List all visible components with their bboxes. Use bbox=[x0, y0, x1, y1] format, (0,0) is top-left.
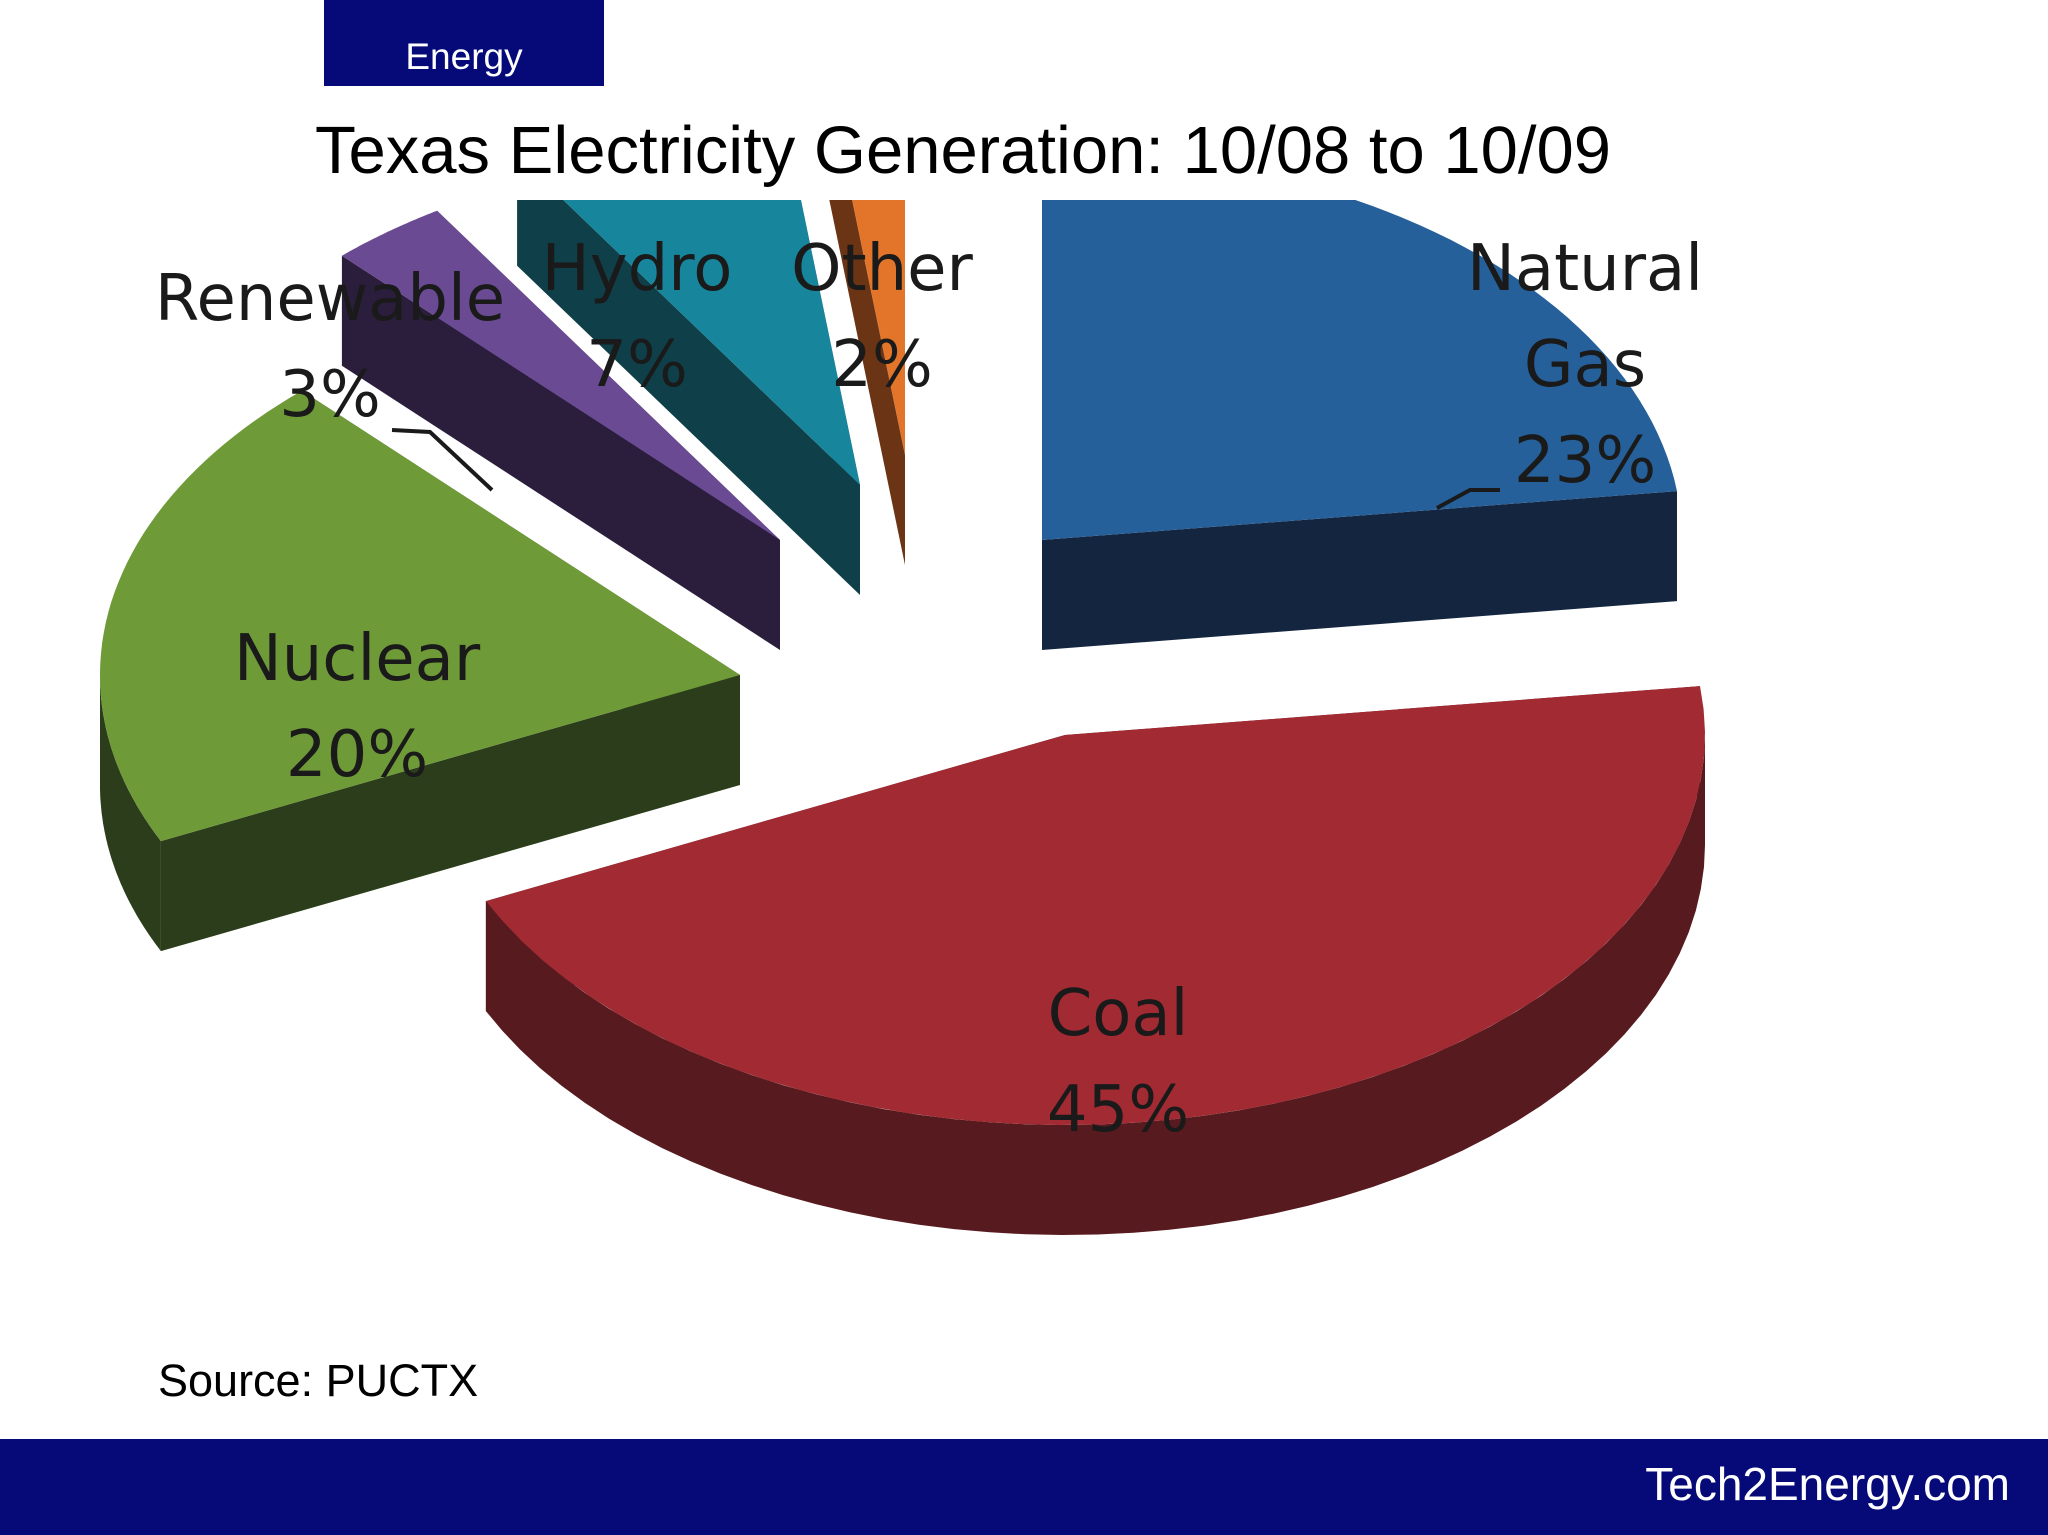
slice-label-line: Coal bbox=[1048, 977, 1189, 1051]
slice-label-line: Natural bbox=[1467, 232, 1703, 306]
leader-line bbox=[1436, 488, 1500, 510]
slice-label-line: Renewable bbox=[155, 262, 505, 336]
pie-slice-hydro bbox=[563, 200, 860, 485]
slice-label-line: Gas bbox=[1524, 328, 1646, 402]
pie-slice-natural-gas bbox=[1042, 200, 1677, 540]
energy-tab-label: Energy bbox=[405, 36, 523, 77]
slice-label-coal: Coal 45% bbox=[1047, 977, 1189, 1147]
footer-bar: Tech2Energy.com bbox=[0, 1439, 2048, 1535]
chart-title: Texas Electricity Generation: 10/08 to 1… bbox=[315, 113, 1612, 188]
slice-label-line: Hydro bbox=[542, 232, 733, 306]
pie-slice-radial-wall bbox=[517, 200, 860, 595]
slice-label-line: Nuclear bbox=[234, 622, 481, 696]
footer-site: Tech2Energy.com bbox=[1645, 1458, 2010, 1510]
pie-slice-coal bbox=[485, 686, 1705, 1125]
slice-label-line: 3% bbox=[279, 358, 381, 432]
pie-slice-radial-wall bbox=[341, 255, 780, 650]
energy-tab: Energy bbox=[324, 0, 604, 86]
pie-slice-radial-wall bbox=[829, 200, 905, 565]
pie-slice-renewable bbox=[341, 210, 780, 540]
pie-slice-nuclear bbox=[100, 390, 740, 842]
slice-label-nuclear: Nuclear 20% bbox=[234, 622, 481, 792]
pie-slice-other bbox=[852, 200, 905, 455]
pie-slice-outer-wall bbox=[485, 735, 1705, 1235]
pie-slice-radial-wall bbox=[160, 675, 740, 952]
slice-labels: Natural Gas 23% Coal 45% Nuclear 20% Renewable 3… bbox=[155, 232, 1703, 1147]
slice-label-line: 20% bbox=[286, 718, 428, 792]
slice-label-line: 2% bbox=[831, 328, 933, 402]
slice-label-hydro: Hydro 7% bbox=[542, 232, 733, 402]
slice-label-line: Other bbox=[791, 232, 973, 306]
pie-slice-outer-wall bbox=[100, 675, 161, 952]
slice-label-line: 7% bbox=[586, 328, 688, 402]
pie-slice-radial-wall bbox=[1042, 491, 1677, 650]
slice-label-line: 45% bbox=[1047, 1073, 1189, 1147]
slice-label-line: 23% bbox=[1514, 424, 1656, 498]
slice-label-natural-gas: Natural Gas 23% bbox=[1467, 232, 1703, 498]
pie-slice-tops bbox=[100, 200, 1705, 1125]
slice-label-other: Other 2% bbox=[791, 232, 973, 402]
slice-label-renewable: Renewable 3% bbox=[155, 262, 505, 432]
pie-chart: Natural Gas 23% Coal 45% Nuclear 20% Renewable 3… bbox=[100, 200, 1705, 1235]
leader-line bbox=[391, 428, 494, 492]
leader-lines bbox=[391, 428, 1500, 510]
source-note: Source: PUCTX bbox=[158, 1355, 479, 1406]
